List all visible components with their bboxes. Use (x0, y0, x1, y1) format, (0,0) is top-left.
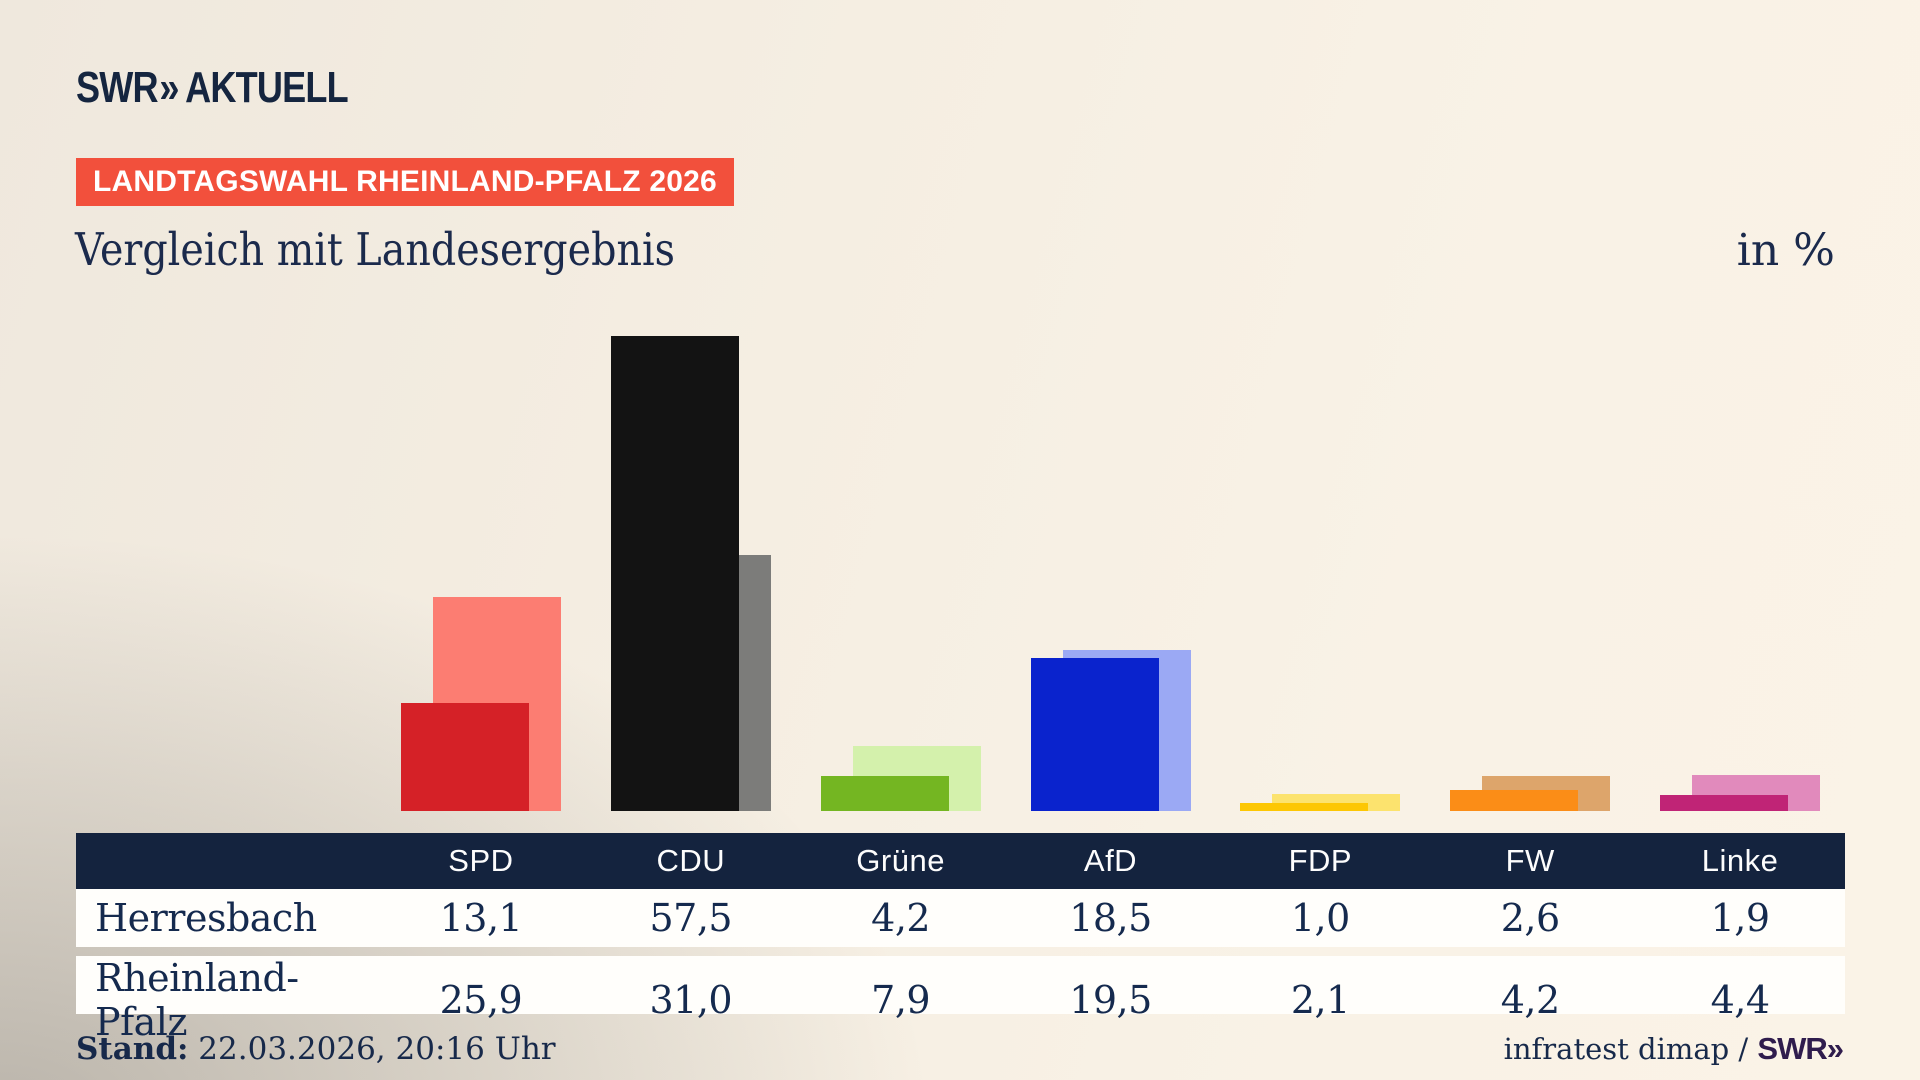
header-cell-fdp: FDP (1288, 843, 1353, 878)
source-credit: infratest dimap / SWR» (1503, 1031, 1844, 1067)
swr-aktuell-logo: SWR» AKTUELL (76, 63, 349, 112)
value-cell-spd: 13,1 (439, 896, 523, 940)
unit-label: in % (1736, 225, 1835, 276)
source-text: infratest dimap / (1503, 1032, 1758, 1066)
swr-logo-small: SWR» (1757, 1031, 1844, 1066)
bar-herresbach-fdp (1240, 803, 1368, 811)
bar-herresbach-afd (1031, 658, 1159, 811)
value-cell-afd: 19,5 (1069, 978, 1152, 1022)
table-header-row: SPD CDU Grüne AfD FDP FW Linke (76, 833, 1845, 889)
election-badge: LANDTAGSWAHL RHEINLAND-PFALZ 2026 (76, 158, 734, 206)
value-cell-fdp: 2,1 (1290, 978, 1350, 1022)
chart-title: Vergleich mit Landesergebnis (75, 223, 675, 276)
header-cell-afd: AfD (1083, 843, 1138, 878)
value-cell-cdu: 31,0 (649, 978, 733, 1022)
value-cell-cdu: 57,5 (649, 896, 733, 940)
bar-herresbach-spd (401, 703, 529, 811)
bar-herresbach-fw (1450, 790, 1578, 811)
logo-swr-text: SWR (76, 63, 159, 112)
bar-herresbach-grüne (821, 776, 949, 811)
value-cell-fw: 4,2 (1500, 978, 1560, 1022)
logo-aktuell-text: AKTUELL (185, 63, 348, 112)
logo-chevrons-icon: » (159, 63, 179, 112)
results-table: SPD CDU Grüne AfD FDP FW Linke Herresbach 13,1 57… (76, 833, 1845, 1044)
value-cell-grüne: 4,2 (871, 896, 931, 940)
stand-value: 22.03.2026, 20:16 Uhr (188, 1031, 556, 1067)
value-cell-fdp: 1,0 (1290, 896, 1350, 940)
table-row-herresbach: Herresbach 13,1 57,5 4,2 18,5 1,0 2,6 1,9 (76, 889, 1845, 947)
value-cell-linke: 4,4 (1710, 978, 1770, 1022)
header-cell-fw: FW (1505, 843, 1555, 878)
value-cell-linke: 1,9 (1710, 896, 1770, 940)
value-cell-fw: 2,6 (1500, 896, 1560, 940)
header-cell-linke: Linke (1701, 843, 1779, 878)
bar-herresbach-linke (1660, 795, 1788, 811)
header-cell-grüne: Grüne (856, 843, 945, 878)
value-cell-spd: 25,9 (439, 978, 523, 1022)
row-label: Herresbach (95, 896, 317, 940)
header-cell-cdu: CDU (656, 843, 726, 878)
value-cell-afd: 18,5 (1069, 896, 1152, 940)
value-cell-grüne: 7,9 (871, 978, 931, 1022)
stand-timestamp: Stand: 22.03.2026, 20:16 Uhr (76, 1031, 556, 1067)
header-cell-spd: SPD (448, 843, 514, 878)
stand-label: Stand: (76, 1031, 189, 1067)
row-label: Rheinland-Pfalz (95, 956, 299, 1044)
bar-herresbach-cdu (611, 336, 739, 811)
table-row-rheinland-pfalz: Rheinland-Pfalz 25,9 31,0 7,9 19,5 2,1 4,2 4,4 (76, 956, 1845, 1044)
